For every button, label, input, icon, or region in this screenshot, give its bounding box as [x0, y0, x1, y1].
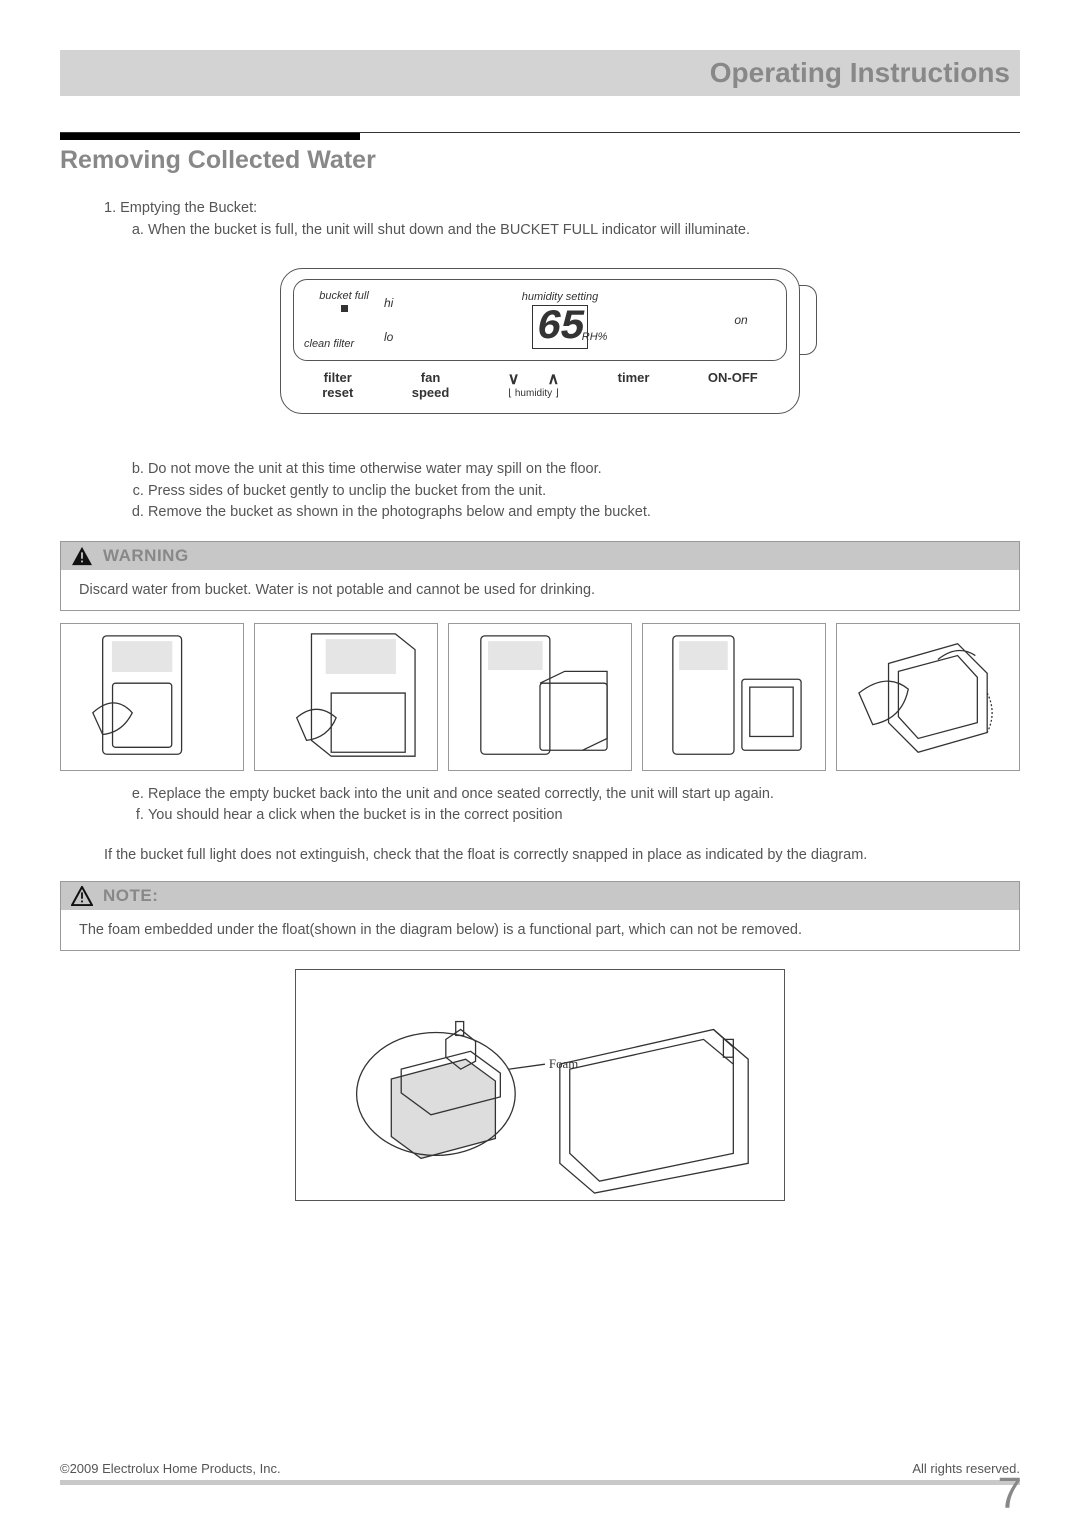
warning-title: WARNING [103, 546, 189, 566]
step-d: Remove the bucket as shown in the photog… [148, 503, 1020, 523]
note-box: NOTE: The foam embedded under the float(… [60, 881, 1020, 951]
step-a: When the bucket is full, the unit will s… [148, 221, 1020, 241]
control-panel-diagram: bucket full clean filter hi lo humidity … [280, 268, 800, 414]
warning-body: Discard water from bucket. Water is not … [61, 570, 1019, 610]
bucket-full-label: bucket full [319, 290, 369, 302]
step-list: 1. Emptying the Bucket: When the bucket … [104, 199, 1020, 240]
note-title: NOTE: [103, 886, 158, 906]
foam-diagram: Foam [295, 969, 785, 1201]
page-number: 7 [998, 1469, 1022, 1519]
step-label: Emptying the Bucket: [120, 200, 257, 216]
footer-left: ©2009 Electrolux Home Products, Inc. [60, 1461, 281, 1476]
humidity-setting-label: humidity setting [424, 291, 696, 303]
fan-speed-1: fan [412, 371, 450, 386]
photo-4 [642, 623, 826, 771]
warning-icon [71, 546, 93, 566]
filter-reset-2: reset [322, 386, 353, 401]
onoff-label: ON-OFF [708, 371, 758, 386]
photo-row [60, 623, 1020, 771]
filter-reset-1: filter [322, 371, 353, 386]
section-title: Removing Collected Water [60, 146, 1020, 175]
page-header: Operating Instructions [60, 50, 1020, 96]
header-title: Operating Instructions [710, 57, 1010, 89]
panel-side-tab [799, 285, 817, 355]
page-footer: ©2009 Electrolux Home Products, Inc. All… [60, 1461, 1020, 1485]
step-b: Do not move the unit at this time otherw… [148, 460, 1020, 480]
lo-label: lo [384, 330, 393, 344]
hi-label: hi [384, 296, 393, 310]
clean-filter-label: clean filter [304, 338, 384, 350]
humidity-display: 65 [532, 305, 588, 349]
rh-label: RH% [582, 331, 608, 343]
float-note: If the bucket full light does not exting… [104, 846, 1020, 866]
step-c: Press sides of bucket gently to unclip t… [148, 482, 1020, 502]
photo-3 [448, 623, 632, 771]
step-f: You should hear a click when the bucket … [148, 806, 1020, 826]
note-icon [71, 886, 93, 906]
timer-label: timer [618, 371, 650, 386]
humidity-label: humidity [515, 388, 552, 399]
bucket-full-led [341, 305, 348, 312]
step-num: 1. [104, 200, 116, 216]
note-body: The foam embedded under the float(shown … [61, 910, 1019, 950]
fan-speed-2: speed [412, 386, 450, 401]
warning-box: WARNING Discard water from bucket. Water… [60, 541, 1020, 611]
rule-short [60, 133, 360, 140]
photo-5 [836, 623, 1020, 771]
photo-1 [60, 623, 244, 771]
step-e: Replace the empty bucket back into the u… [148, 785, 1020, 805]
photo-2 [254, 623, 438, 771]
foam-label: Foam [549, 1058, 578, 1072]
on-label: on [696, 313, 786, 327]
